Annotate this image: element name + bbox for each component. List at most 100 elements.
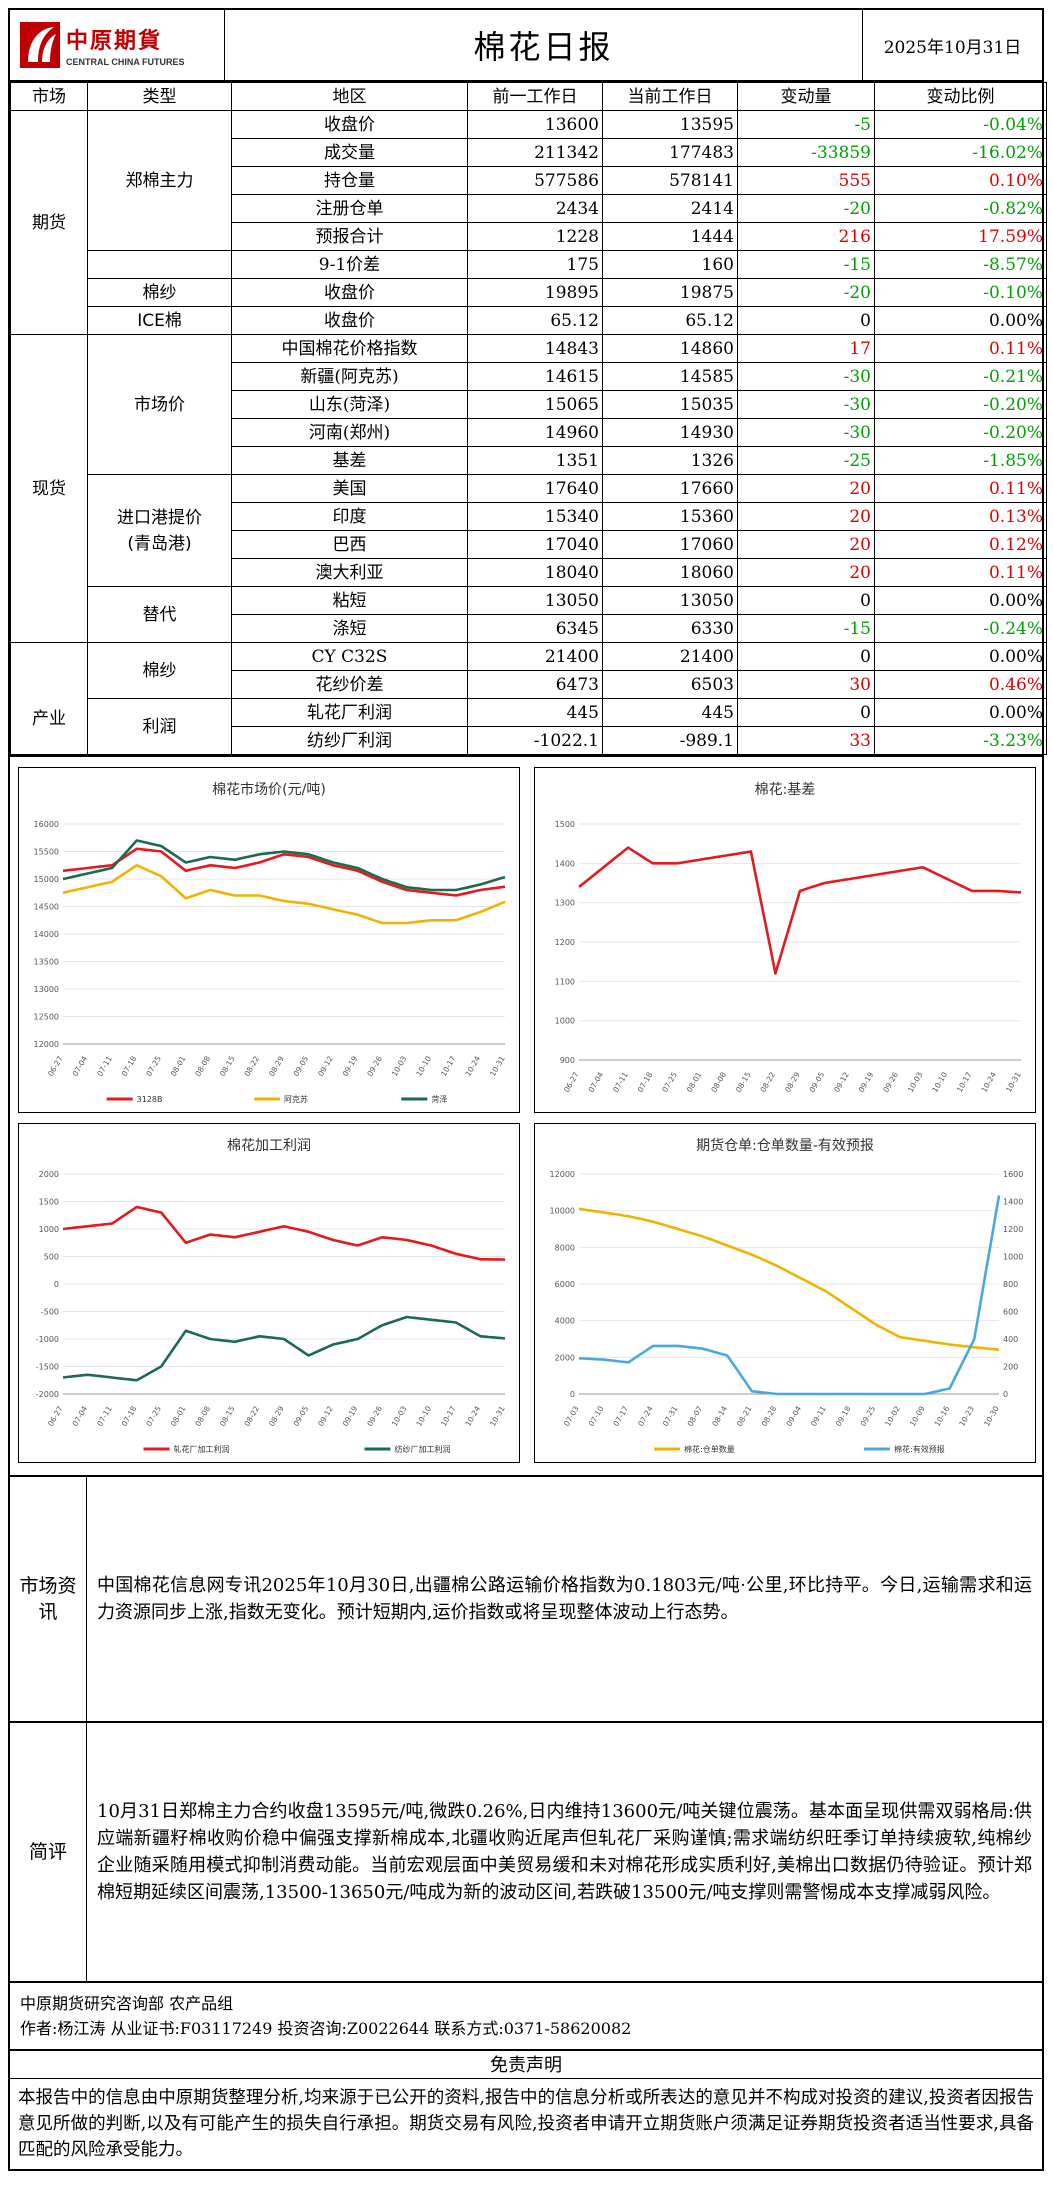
y-tick-label: -1500	[36, 1363, 59, 1372]
change-cell: -30	[737, 362, 875, 391]
legend-label: 棉花:有效预报	[894, 1444, 945, 1454]
region-cell: 涤短	[231, 614, 468, 643]
x-tick-label: 08-14	[710, 1404, 729, 1428]
x-tick-label: 09-19	[341, 1404, 360, 1428]
y-tick-label: 1400	[555, 859, 575, 868]
x-tick-label: 08-07	[686, 1404, 705, 1428]
x-tick-label: 08-08	[709, 1070, 728, 1094]
prev-cell: 17640	[467, 474, 603, 503]
table-row: 纺纱厂利润 -1022.1 -989.1 33 -3.23%	[11, 726, 1047, 755]
pct-cell: -0.04%	[874, 110, 1047, 139]
chart-warehouse-receipts-svg: 期货仓单:仓单数量-有效预报02000400060008000100001200…	[550, 1137, 1024, 1454]
x-tick-label: 08-15	[734, 1070, 753, 1094]
region-cell: 收盘价	[231, 278, 468, 307]
y-tick-label: 2000	[555, 1353, 575, 1362]
market-spot: 现货	[10, 334, 88, 643]
market-data-table: 市场 类型 地区 前一工作日 当前工作日 变动量 变动比例 期货 郑棉主力 收盘…	[10, 82, 1047, 755]
x-tick-label: 07-25	[144, 1404, 163, 1428]
comment-section: 简评 10月31日郑棉主力合约收盘13595元/吨,微跌0.26%,日内维持13…	[10, 1721, 1042, 1981]
x-tick-label: 08-15	[218, 1404, 237, 1428]
chart-title: 棉花加工利润	[227, 1137, 311, 1154]
prev-cell: 21400	[467, 642, 603, 671]
change-cell: 0	[737, 698, 875, 727]
pct-cell: -1.85%	[874, 446, 1047, 475]
pct-cell: 0.12%	[874, 530, 1047, 559]
x-tick-label: 09-19	[341, 1054, 360, 1078]
company-logo-icon	[20, 22, 60, 68]
region-cell: 粘短	[231, 586, 468, 615]
x-tick-label: 10-03	[390, 1404, 409, 1428]
y-tick-label: 0	[570, 1390, 575, 1399]
col-header-market: 市场	[10, 82, 88, 111]
type-import-port: (青岛港)	[127, 533, 192, 554]
x-tick-label: 06-27	[46, 1404, 65, 1428]
y-tick-label: 14000	[34, 930, 59, 939]
cur-cell: 13595	[602, 110, 738, 139]
cur-cell: 6330	[602, 614, 738, 643]
pct-cell: -0.10%	[874, 278, 1047, 307]
x-tick-label: 07-11	[95, 1054, 114, 1078]
x-tick-label: 07-18	[636, 1070, 655, 1094]
x-tick-label: 08-29	[267, 1404, 286, 1428]
prev-cell: 14843	[467, 334, 603, 363]
prev-cell: 577586	[467, 166, 603, 195]
prev-cell: 13600	[467, 110, 603, 139]
pct-cell: 0.10%	[874, 166, 1047, 195]
x-tick-label: 07-04	[587, 1070, 606, 1094]
x-tick-label: 08-28	[760, 1404, 779, 1428]
prev-cell: 445	[467, 698, 603, 727]
x-tick-label: 10-16	[933, 1404, 952, 1428]
x-tick-label: 09-18	[834, 1404, 853, 1428]
x-tick-label: 10-10	[414, 1404, 433, 1428]
change-cell: -20	[737, 194, 875, 223]
x-tick-label: 08-08	[193, 1404, 212, 1428]
legend-label: 3128B	[137, 1095, 163, 1104]
change-cell: -25	[737, 446, 875, 475]
pct-cell: -0.82%	[874, 194, 1047, 223]
y2-tick-label: 1200	[1003, 1225, 1023, 1234]
pct-cell: 0.11%	[874, 474, 1047, 503]
change-cell: 216	[737, 222, 875, 251]
type-substitute: 替代	[87, 586, 232, 643]
x-tick-label: 09-25	[859, 1404, 878, 1428]
legend-label: 菏泽	[431, 1094, 447, 1104]
legend-label: 阿克苏	[284, 1094, 308, 1104]
x-tick-label: 07-25	[660, 1070, 679, 1094]
region-cell: 澳大利亚	[231, 558, 468, 587]
y-tick-label: 13500	[34, 958, 59, 967]
x-tick-label: 07-24	[636, 1404, 655, 1428]
x-tick-label: 10-02	[883, 1404, 902, 1428]
y-tick-label: 1000	[555, 1017, 575, 1026]
prev-cell: 19895	[467, 278, 603, 307]
col-header-change: 变动量	[737, 82, 875, 111]
prev-cell: 65.12	[467, 306, 603, 335]
prev-cell: 13050	[467, 586, 603, 615]
series-line	[578, 846, 1022, 975]
cur-cell: 15360	[602, 502, 738, 531]
table-header-row: 市场 类型 地区 前一工作日 当前工作日 变动量 变动比例	[10, 82, 1047, 111]
change-cell: 555	[737, 166, 875, 195]
cur-cell: 14930	[602, 418, 738, 447]
col-header-region: 地区	[231, 82, 468, 111]
prev-cell: 175	[467, 250, 603, 279]
y2-tick-label: 1000	[1003, 1253, 1023, 1262]
y-tick-label: 2000	[39, 1170, 59, 1179]
y2-tick-label: 200	[1003, 1363, 1018, 1372]
series-line	[62, 1205, 505, 1261]
table-row: 澳大利亚 18040 18060 20 0.11%	[11, 558, 1047, 587]
pct-cell: -0.24%	[874, 614, 1047, 643]
prev-cell: 1351	[467, 446, 603, 475]
author-footer: 中原期货研究咨询部 农产品组 作者:杨江涛 从业证书:F03117249 投资咨…	[10, 1981, 1042, 2049]
change-cell: 17	[737, 334, 875, 363]
chart-title: 棉花:基差	[755, 781, 816, 798]
cur-cell: -989.1	[602, 726, 738, 755]
pct-cell: 0.00%	[874, 698, 1047, 727]
cur-cell: 17660	[602, 474, 738, 503]
x-tick-label: 10-10	[930, 1070, 949, 1094]
region-cell: 轧花厂利润	[231, 698, 468, 727]
y-tick-label: 8000	[555, 1243, 575, 1252]
cur-cell: 65.12	[602, 306, 738, 335]
x-tick-label: 08-15	[218, 1054, 237, 1078]
x-tick-label: 07-04	[71, 1054, 90, 1078]
cur-cell: 15035	[602, 390, 738, 419]
